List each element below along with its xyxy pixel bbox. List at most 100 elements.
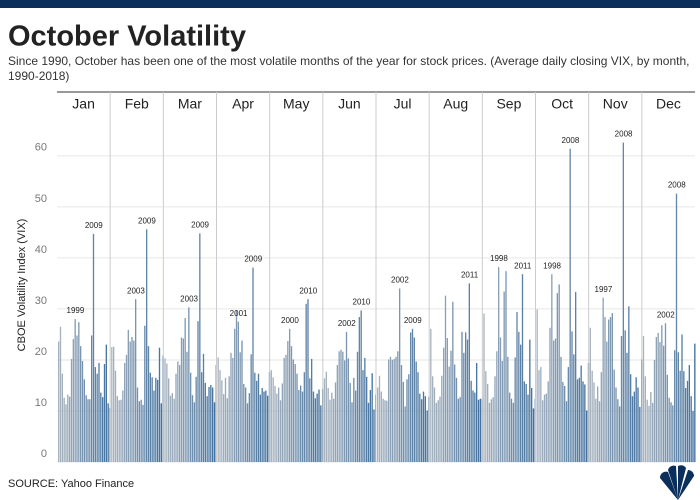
annotation: 2003 bbox=[180, 294, 198, 303]
bar bbox=[333, 398, 335, 462]
bar bbox=[536, 309, 538, 462]
bar bbox=[226, 398, 228, 462]
bar bbox=[437, 400, 439, 462]
bar bbox=[371, 373, 373, 462]
bar bbox=[261, 388, 263, 462]
bar bbox=[292, 359, 294, 462]
bar bbox=[575, 292, 577, 462]
annotation: 2003 bbox=[127, 286, 145, 295]
bar bbox=[644, 376, 646, 462]
bar bbox=[454, 364, 456, 462]
bar bbox=[672, 405, 674, 462]
bar bbox=[468, 283, 470, 462]
bar bbox=[140, 399, 142, 462]
bar bbox=[620, 335, 623, 462]
bar bbox=[547, 381, 549, 462]
bar bbox=[166, 363, 168, 462]
bar bbox=[461, 331, 463, 462]
bar bbox=[584, 384, 586, 462]
bar bbox=[360, 310, 362, 462]
bar bbox=[569, 148, 571, 462]
bar bbox=[377, 387, 379, 462]
annotation: 2009 bbox=[138, 216, 156, 225]
bar bbox=[494, 376, 496, 462]
bar bbox=[580, 365, 582, 462]
bar bbox=[168, 378, 170, 462]
month-label: Feb bbox=[125, 96, 149, 112]
bar bbox=[263, 391, 265, 462]
bar bbox=[551, 274, 553, 462]
bar bbox=[444, 295, 447, 462]
bar bbox=[591, 370, 593, 462]
bar bbox=[245, 387, 247, 462]
bar bbox=[180, 337, 183, 462]
bar bbox=[164, 358, 166, 462]
bar bbox=[92, 233, 95, 462]
bar bbox=[501, 360, 503, 462]
bar bbox=[353, 377, 355, 462]
bar bbox=[600, 372, 602, 462]
bar bbox=[232, 357, 234, 462]
y-axis-label: CBOE Volatility Index (VIX) bbox=[16, 219, 28, 352]
bar bbox=[514, 357, 516, 462]
bar bbox=[91, 335, 93, 462]
annotation: 2010 bbox=[353, 298, 371, 307]
bar bbox=[578, 377, 580, 462]
bar bbox=[301, 391, 304, 462]
month-label: Nov bbox=[603, 96, 628, 112]
bar bbox=[369, 390, 371, 462]
annotation: 2009 bbox=[244, 255, 262, 264]
bar bbox=[633, 391, 635, 462]
bar bbox=[223, 394, 225, 462]
bar bbox=[257, 373, 260, 462]
bar bbox=[648, 405, 650, 462]
bar bbox=[523, 381, 525, 462]
bar bbox=[129, 341, 131, 462]
bar bbox=[329, 399, 331, 462]
bar bbox=[615, 387, 617, 462]
bar bbox=[294, 364, 296, 462]
bar bbox=[542, 400, 544, 462]
y-tick-label: 20 bbox=[35, 346, 47, 358]
bar bbox=[289, 328, 291, 462]
bar bbox=[393, 358, 395, 462]
bar bbox=[382, 398, 384, 462]
bar bbox=[327, 388, 329, 462]
bar bbox=[419, 393, 421, 462]
bar bbox=[85, 395, 87, 462]
y-tick-label: 0 bbox=[41, 448, 47, 460]
bar bbox=[565, 401, 568, 462]
bar bbox=[114, 370, 117, 462]
bar bbox=[681, 334, 683, 462]
bar bbox=[345, 331, 348, 462]
bar bbox=[325, 371, 327, 462]
bar bbox=[435, 402, 437, 462]
bar bbox=[237, 321, 239, 462]
month-label: Sep bbox=[496, 96, 521, 112]
bar bbox=[252, 267, 254, 462]
annotation: 2008 bbox=[668, 181, 686, 190]
y-tick-label: 60 bbox=[35, 142, 47, 154]
bar bbox=[455, 377, 458, 462]
bar bbox=[102, 397, 104, 462]
bar bbox=[188, 307, 190, 462]
bar bbox=[553, 340, 555, 462]
bar bbox=[554, 338, 557, 462]
bar bbox=[204, 382, 206, 462]
bar bbox=[426, 410, 428, 462]
bar bbox=[160, 403, 162, 462]
bar bbox=[470, 380, 472, 462]
annotation: 2008 bbox=[562, 136, 580, 145]
bar bbox=[389, 356, 392, 462]
bar bbox=[639, 406, 641, 462]
bar bbox=[83, 379, 85, 462]
bar bbox=[668, 397, 670, 462]
bar bbox=[439, 396, 441, 462]
bar bbox=[270, 370, 272, 462]
annotation: 2001 bbox=[230, 309, 248, 318]
bar bbox=[131, 336, 133, 462]
bar bbox=[531, 388, 533, 462]
bar bbox=[334, 382, 337, 462]
bar bbox=[356, 351, 359, 462]
month-label: May bbox=[283, 96, 309, 112]
